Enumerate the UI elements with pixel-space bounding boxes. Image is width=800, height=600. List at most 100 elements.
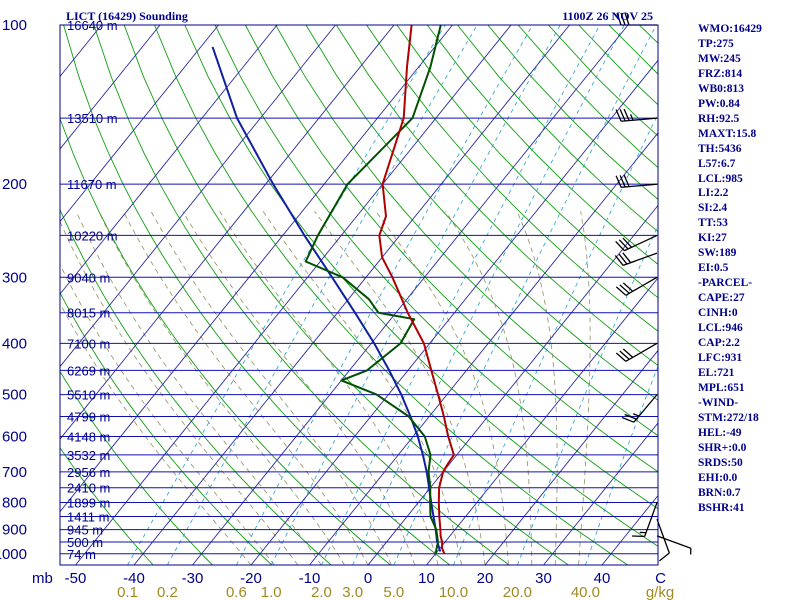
height-label: 1899 m (67, 496, 110, 511)
wind-barb-half-flag (629, 114, 634, 121)
wind-barb-flag (621, 416, 635, 423)
height-label: 9040 m (67, 270, 110, 285)
index-item: EI:0.5 (698, 262, 729, 275)
wind-barb-flag (622, 252, 632, 264)
index-item: -WIND- (698, 396, 739, 409)
moist-adiabat (75, 211, 322, 565)
height-label: 500 m (67, 535, 103, 550)
wind-barb-flag (624, 12, 630, 26)
index-item: MAXT:15.8 (698, 127, 757, 140)
dry-adiabat (60, 446, 154, 565)
isotherm (250, 59, 658, 565)
height-label: 5510 m (67, 388, 110, 403)
isotherm (60, 25, 219, 223)
mixing-ratio-label: 3.0 (342, 584, 363, 600)
mixing-ratio-line (270, 25, 561, 565)
isotherm (484, 349, 658, 565)
parcel-trace (211, 46, 442, 552)
wind-barb-staff (633, 394, 658, 423)
pressure-unit-label: mb (32, 570, 53, 587)
index-item: BRN:0.7 (698, 486, 741, 499)
chart-title: LICT (16429) Sounding (66, 9, 188, 23)
mixing-ratio-line (585, 365, 658, 565)
index-item: LCL:985 (698, 172, 743, 185)
height-label: 13510 m (67, 111, 118, 126)
dry-adiabat (60, 291, 273, 565)
moist-adiabat (219, 210, 439, 565)
dry-adiabat (60, 208, 332, 565)
height-label: 2956 m (67, 465, 110, 480)
mixing-ratio-line (127, 25, 446, 565)
wind-barb-staff (644, 502, 658, 537)
height-label: 4148 m (67, 429, 110, 444)
height-label: 11670 m (67, 177, 117, 192)
wind-barb-flag (622, 237, 633, 248)
dry-adiabat (335, 25, 658, 366)
wind-barb-flag (622, 348, 634, 358)
wind-barb-flag (618, 239, 629, 250)
height-label: 945 m (67, 523, 103, 538)
moist-adiabat (445, 210, 533, 565)
dry-adiabat (426, 25, 658, 265)
index-item: FRZ:814 (698, 67, 743, 80)
index-item: L57:6.7 (698, 157, 736, 170)
wind-barb (656, 535, 692, 555)
pressure-tick-label: 900 (2, 522, 27, 539)
index-item: LCL:946 (698, 322, 743, 335)
wind-barb (656, 518, 670, 562)
index-item: KI:27 (698, 232, 727, 245)
mixing-ratio-line (236, 25, 533, 565)
pressure-tick-label: 200 (2, 176, 27, 193)
height-label: 7100 m (67, 336, 110, 351)
wind-barb (632, 502, 658, 538)
wind-barb-flag (624, 413, 637, 420)
wind-barb-staff (624, 234, 658, 252)
temperature-tick-label: C (655, 570, 666, 587)
wind-barb-staff (625, 342, 658, 362)
moist-adiabat (375, 210, 509, 565)
height-label: 3532 m (67, 448, 110, 463)
dry-adiabat (214, 25, 658, 510)
index-item: WB0:813 (698, 82, 744, 95)
dry-adiabat (245, 25, 658, 473)
isotherm (60, 25, 336, 368)
height-label: 74 m (67, 547, 96, 562)
isotherm (60, 25, 395, 440)
wind-barb-flag (619, 284, 630, 294)
mixing-ratio-label: 2.0 (311, 584, 332, 600)
index-item: EHI:0.0 (698, 471, 738, 484)
mixing-ratio-line (167, 25, 478, 565)
chart-datetime: 1100Z 26 NOV 25 (562, 9, 653, 23)
mixing-ratio-label: 0.6 (226, 584, 247, 600)
temperature-tick-label: 20 (477, 570, 494, 587)
wind-barb-flag (615, 109, 622, 122)
pressure-tick-label: 500 (2, 387, 27, 404)
temperature-trace (378, 25, 455, 555)
pressure-tick-label: 100 (2, 17, 27, 34)
mixing-ratio-line (453, 113, 658, 565)
mixing-ratio-line (517, 224, 658, 565)
wind-barb-flag (615, 286, 627, 296)
pressure-tick-label: 400 (2, 335, 27, 352)
wind-barb-flag (615, 352, 627, 362)
mixing-ratio-label: 1.0 (261, 584, 282, 600)
wind-barb-flag (619, 175, 626, 188)
wind-barb-flag (614, 255, 624, 266)
wind-barb-flag (616, 12, 622, 26)
isotherm (0, 25, 43, 565)
height-label: 1411 m (67, 509, 109, 524)
pressure-tick-label: 1000 (0, 546, 27, 563)
temperature-tick-label: -10 (299, 570, 321, 587)
wind-barb-half-flag (632, 413, 640, 417)
moist-adiabat (98, 211, 345, 565)
moist-adiabat (150, 211, 392, 565)
dry-adiabat (60, 370, 213, 565)
isotherm (367, 204, 658, 565)
index-item: MPL:651 (698, 381, 745, 394)
dry-adiabat (123, 25, 569, 565)
pressure-tick-label: 800 (2, 495, 27, 512)
index-item: EL:721 (698, 366, 735, 379)
mixing-ratio-unit: g/kg (646, 584, 674, 600)
moist-adiabat (122, 211, 369, 565)
index-item: SI:2.4 (698, 202, 728, 215)
